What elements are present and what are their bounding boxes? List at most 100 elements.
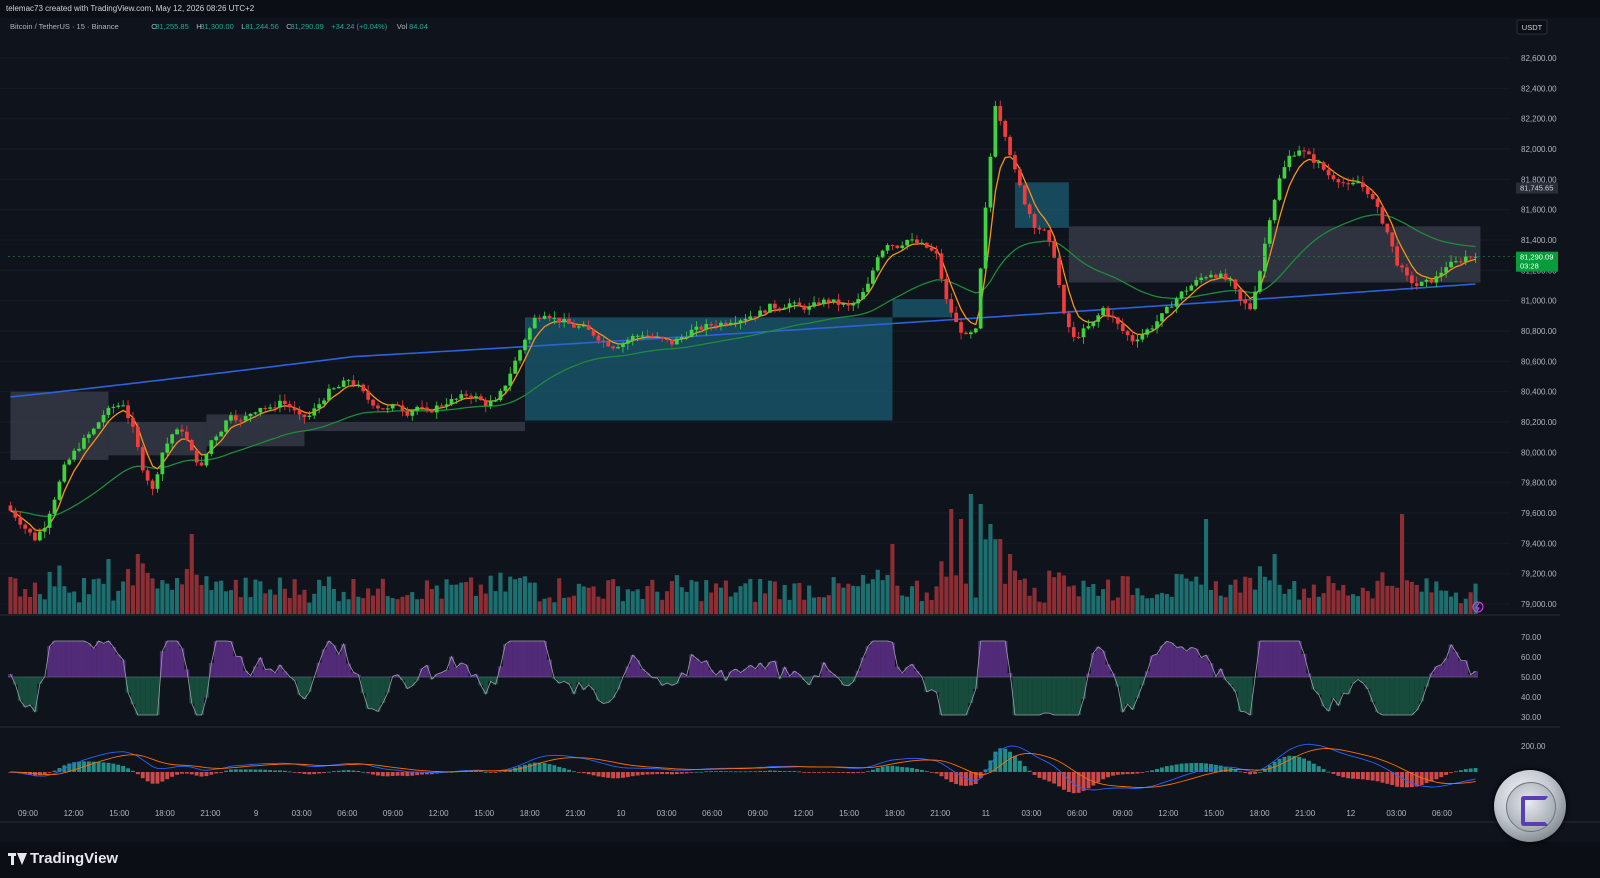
candle-body <box>57 481 62 500</box>
candle-body <box>596 335 601 341</box>
rsi-area-segment <box>238 656 244 677</box>
rsi-area-segment <box>272 672 278 677</box>
macd-histogram-bar <box>748 771 753 773</box>
rsi-area-segment <box>684 675 690 677</box>
candle-body <box>184 431 189 440</box>
macd-histogram-bar <box>1253 772 1258 774</box>
candle-body <box>116 405 121 407</box>
rsi-area-segment <box>1169 642 1175 677</box>
rsi-area-segment <box>1433 666 1439 677</box>
volume-bar <box>914 580 920 614</box>
macd-histogram-bar <box>655 772 660 775</box>
candle-body <box>616 346 620 349</box>
volume-bar <box>743 583 748 614</box>
rsi-area-segment <box>1184 651 1189 677</box>
tradingview-brand[interactable]: TradingView <box>8 850 118 867</box>
macd-histogram-bar <box>527 763 532 772</box>
volume-bar <box>336 601 341 614</box>
candle-body <box>77 448 81 451</box>
volume-bar <box>1282 593 1287 614</box>
candle-body <box>679 337 684 339</box>
candle-body <box>919 242 924 244</box>
time-tick-label: 15:00 <box>474 809 495 818</box>
rsi-area-segment <box>1242 677 1248 713</box>
volume-bar <box>1037 601 1042 614</box>
candle-body <box>1189 285 1194 291</box>
macd-histogram-bar <box>998 748 1003 772</box>
rsi-area-segment <box>1335 677 1341 706</box>
candle-body <box>415 406 420 411</box>
volume-bar <box>135 554 140 614</box>
candle-body <box>1066 313 1071 328</box>
candle-body <box>243 416 248 421</box>
candle-body <box>219 431 224 437</box>
macd-histogram-bar <box>228 769 233 772</box>
volume-bar <box>1115 597 1120 614</box>
volume-bar <box>1007 554 1013 614</box>
candle-body <box>121 405 126 407</box>
volume-bar <box>1169 596 1174 614</box>
macd-histogram-bar <box>861 772 866 773</box>
legend-volume: 84.04 <box>409 22 428 31</box>
volume-bar <box>890 544 895 614</box>
top-bar: telemac73 created with TradingView.com, … <box>0 0 1600 18</box>
rsi-area-segment <box>997 641 1003 677</box>
macd-histogram-bar <box>238 769 243 772</box>
rsi-area-segment <box>939 677 944 715</box>
candle-body <box>1380 206 1385 224</box>
candle-body <box>33 532 37 541</box>
volume-bar <box>537 601 542 614</box>
macd-histogram-bar <box>821 772 826 773</box>
volume-bar <box>1096 595 1101 614</box>
volume-bar <box>1223 597 1228 614</box>
macd-histogram-bar <box>635 772 640 776</box>
rsi-area-segment <box>488 677 494 682</box>
rsi-area-segment <box>1027 677 1033 715</box>
rsi-area-segment <box>659 677 665 686</box>
macd-histogram-bar <box>596 772 601 777</box>
currency-button[interactable] <box>1516 19 1548 35</box>
macd-histogram-bar <box>410 772 415 776</box>
candle-body <box>915 239 919 244</box>
time-tick-label: 09:00 <box>1113 809 1134 818</box>
macd-histogram-bar <box>273 770 278 772</box>
volume-bar <box>542 598 547 614</box>
volume-bar <box>1164 594 1169 614</box>
rsi-area-segment <box>767 662 773 677</box>
macd-histogram-bar <box>268 770 273 772</box>
rsi-area-segment <box>292 677 298 681</box>
candle-body <box>1419 281 1424 286</box>
rsi-area-segment <box>605 677 611 703</box>
rsi-area-segment <box>713 675 719 677</box>
candle-body <box>248 413 253 417</box>
rsi-area-segment <box>698 662 704 677</box>
rsi-area-segment <box>792 671 797 677</box>
candle-body <box>1120 323 1125 331</box>
macd-histogram-bar <box>189 772 194 775</box>
rsi-area-segment <box>679 672 685 677</box>
volume-bar <box>1409 581 1414 614</box>
rsi-area-segment <box>1105 664 1111 677</box>
time-tick-label: 21:00 <box>565 809 586 818</box>
time-tick-label: 21:00 <box>1295 809 1316 818</box>
volume-bar <box>1267 580 1272 614</box>
candle-body <box>621 343 625 347</box>
volume-bar <box>503 591 508 614</box>
volume-bar <box>836 583 841 614</box>
candle-body <box>1145 329 1150 335</box>
legend-change: +34.24 (+0.04%) <box>331 22 387 31</box>
volume-bar <box>174 577 180 614</box>
volume-bar <box>346 599 351 614</box>
macd-histogram-bar <box>194 772 199 776</box>
volume-bar <box>282 588 287 614</box>
price-tick-label: 79,800.00 <box>1521 479 1557 488</box>
price-tick-label: 82,600.00 <box>1521 54 1557 63</box>
rsi-area-segment <box>532 641 538 677</box>
candle-body <box>625 340 630 344</box>
volume-bar <box>263 593 268 614</box>
candle-body <box>1282 167 1287 179</box>
volume-bar <box>988 524 993 614</box>
volume-bar <box>405 595 410 614</box>
macd-histogram-bar <box>728 771 733 773</box>
